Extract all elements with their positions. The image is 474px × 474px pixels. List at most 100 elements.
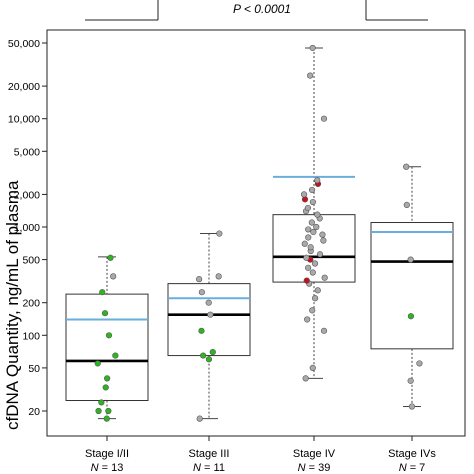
data-point [305, 264, 312, 271]
n-value: = 7 [410, 462, 426, 474]
data-point [305, 234, 312, 241]
data-point [309, 307, 316, 314]
data-point [311, 260, 319, 267]
data-point [416, 360, 423, 367]
plot-frame [46, 29, 466, 437]
data-point [308, 219, 315, 226]
data-point [308, 186, 316, 194]
data-point [105, 332, 113, 339]
n-label: N = 39 [298, 462, 331, 474]
data-point [309, 198, 317, 206]
y-axis-label: cfDNA Quantity, ng/mL of plasma [3, 180, 22, 430]
y-tick-label: 100 [22, 330, 40, 342]
data-point [314, 287, 321, 294]
x-tick-label: Stage IVs [388, 448, 436, 460]
data-point [309, 364, 316, 372]
x-tick-label: Stage IV [293, 448, 336, 460]
x-axis: Stage I/II N = 13 Stage III N = 11 Stage IV N… [85, 436, 436, 474]
y-tick-label: 5,000 [14, 146, 40, 158]
y-tick-label: 1,000 [14, 222, 40, 234]
y-tick-label: 20 [28, 406, 40, 418]
data-point [110, 273, 117, 280]
y-tick-label: 2,000 [14, 189, 40, 201]
data-point [300, 191, 308, 198]
data-point [310, 228, 317, 236]
n-symbol: N [91, 462, 102, 474]
n-symbol: N [399, 462, 410, 474]
data-point [104, 375, 111, 382]
x-tick-label: Stage I/II [85, 448, 129, 460]
iqr-box [65, 293, 149, 402]
box-group [65, 254, 149, 422]
data-point [198, 327, 205, 334]
data-point [196, 415, 203, 422]
data-point [209, 348, 216, 356]
data-point [403, 201, 410, 208]
data-point [215, 273, 222, 280]
data-point [312, 295, 319, 302]
data-point [321, 274, 328, 281]
significance-bracket [85, 0, 428, 21]
y-axis: 20 50 100 200 500 1,000 2,000 5,000 10,000 20,000… [8, 38, 47, 418]
data-point [105, 407, 112, 415]
y-tick-label: 10,000 [8, 114, 40, 126]
data-point [301, 240, 308, 247]
data-point [102, 384, 109, 391]
data-point [320, 115, 328, 122]
data-point [94, 360, 101, 367]
data-point [304, 204, 312, 212]
y-tick-label: 20,000 [8, 81, 40, 93]
data-point [98, 399, 105, 406]
n-symbol: N [193, 462, 204, 474]
box-group [370, 163, 454, 410]
box-group [167, 230, 251, 422]
data-point [198, 289, 205, 296]
data-point [307, 244, 314, 251]
p-value-label: P < 0.0001 [233, 2, 291, 16]
data-point [309, 44, 316, 52]
y-tick-label: 500 [22, 255, 40, 267]
x-tick-label: Stage III [189, 448, 230, 460]
n-symbol: N [298, 462, 309, 474]
data-point [101, 310, 109, 317]
data-point [320, 237, 327, 244]
data-point [205, 299, 212, 306]
data-point [196, 276, 203, 283]
iqr-box [167, 283, 251, 357]
data-point [407, 256, 414, 263]
data-point [319, 231, 326, 238]
n-value: = 39 [309, 462, 331, 474]
data-point [112, 352, 119, 359]
data-point [320, 327, 328, 334]
n-label: N = 7 [399, 462, 426, 474]
data-point [205, 356, 213, 363]
data-point [314, 211, 321, 218]
iqr-box [272, 214, 356, 283]
data-point [207, 311, 214, 318]
data-point [403, 163, 410, 170]
n-value: = 11 [204, 462, 225, 474]
data-point [303, 254, 310, 261]
data-point [200, 352, 207, 359]
data-point [408, 403, 416, 410]
data-point [302, 375, 309, 382]
data-point [407, 377, 414, 384]
data-point [103, 415, 110, 422]
n-label: N = 11 [193, 462, 225, 474]
data-point [407, 313, 415, 320]
data-point [303, 277, 310, 284]
data-point [316, 251, 324, 258]
data-point [301, 196, 309, 203]
data-point [95, 407, 102, 415]
box-group [272, 44, 356, 382]
data-point [304, 316, 311, 323]
y-tick-label: 50 [28, 363, 40, 375]
data-point [307, 72, 314, 79]
data-point [314, 177, 321, 184]
n-value: = 13 [102, 462, 124, 474]
y-tick-label: 200 [22, 298, 40, 310]
box-plots [65, 44, 454, 422]
n-label: N = 13 [91, 462, 124, 474]
y-tick-label: 50,000 [8, 38, 40, 50]
